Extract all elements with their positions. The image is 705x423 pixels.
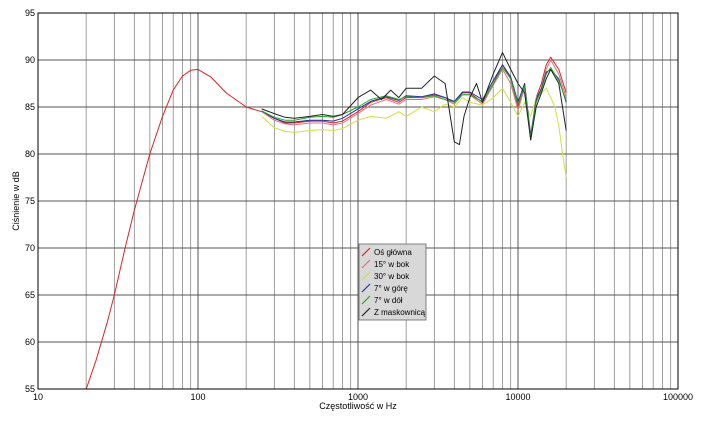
y-tick-label: 75 [25, 196, 35, 206]
x-tick-labels: 10 100 1000 10000 100000 [33, 392, 693, 402]
legend-label: Z maskownicą [374, 308, 426, 317]
y-tick-label: 85 [25, 102, 35, 112]
legend: Oś główna 15° w bok 30° w bok 7° w górę 7° w… [358, 243, 427, 321]
y-tick-label: 70 [25, 243, 35, 253]
y-tick-label: 55 [25, 384, 35, 394]
y-axis-label: Ciśnienie w dB [11, 171, 21, 231]
series-line-6 [261, 52, 567, 146]
y-tick-labels: 55 60 65 70 75 80 85 90 95 [25, 8, 35, 394]
y-tick-label: 80 [25, 149, 35, 159]
legend-swatch [361, 283, 371, 293]
y-tick-label: 60 [25, 337, 35, 347]
legend-label: Oś główna [374, 248, 412, 257]
series-line-3 [261, 87, 567, 178]
x-axis-label: Częstotliwość w Hz [319, 401, 397, 411]
legend-label: 7° w górę [374, 284, 408, 293]
legend-label: 15° w bok [374, 260, 410, 269]
y-tick-label: 95 [25, 8, 35, 18]
y-tick-label: 90 [25, 55, 35, 65]
legend-swatch [361, 271, 371, 281]
legend-swatch [361, 259, 371, 269]
x-tick-label: 10 [33, 392, 43, 402]
x-tick-label: 10000 [505, 392, 530, 402]
legend-swatch [361, 247, 371, 257]
plot-border [37, 12, 679, 390]
y-tick-label: 65 [25, 290, 35, 300]
legend-box [358, 243, 427, 321]
x-tick-label: 100000 [663, 392, 693, 402]
legend-label: 7° w dół [374, 296, 403, 305]
x-tick-label: 100 [190, 392, 205, 402]
series-line-5 [261, 67, 567, 138]
legend-swatch [361, 295, 371, 305]
x-tick-label: 1000 [348, 392, 368, 402]
legend-label: 30° w bok [374, 272, 410, 281]
legend-swatch [361, 307, 371, 317]
series-lines [85, 52, 567, 390]
